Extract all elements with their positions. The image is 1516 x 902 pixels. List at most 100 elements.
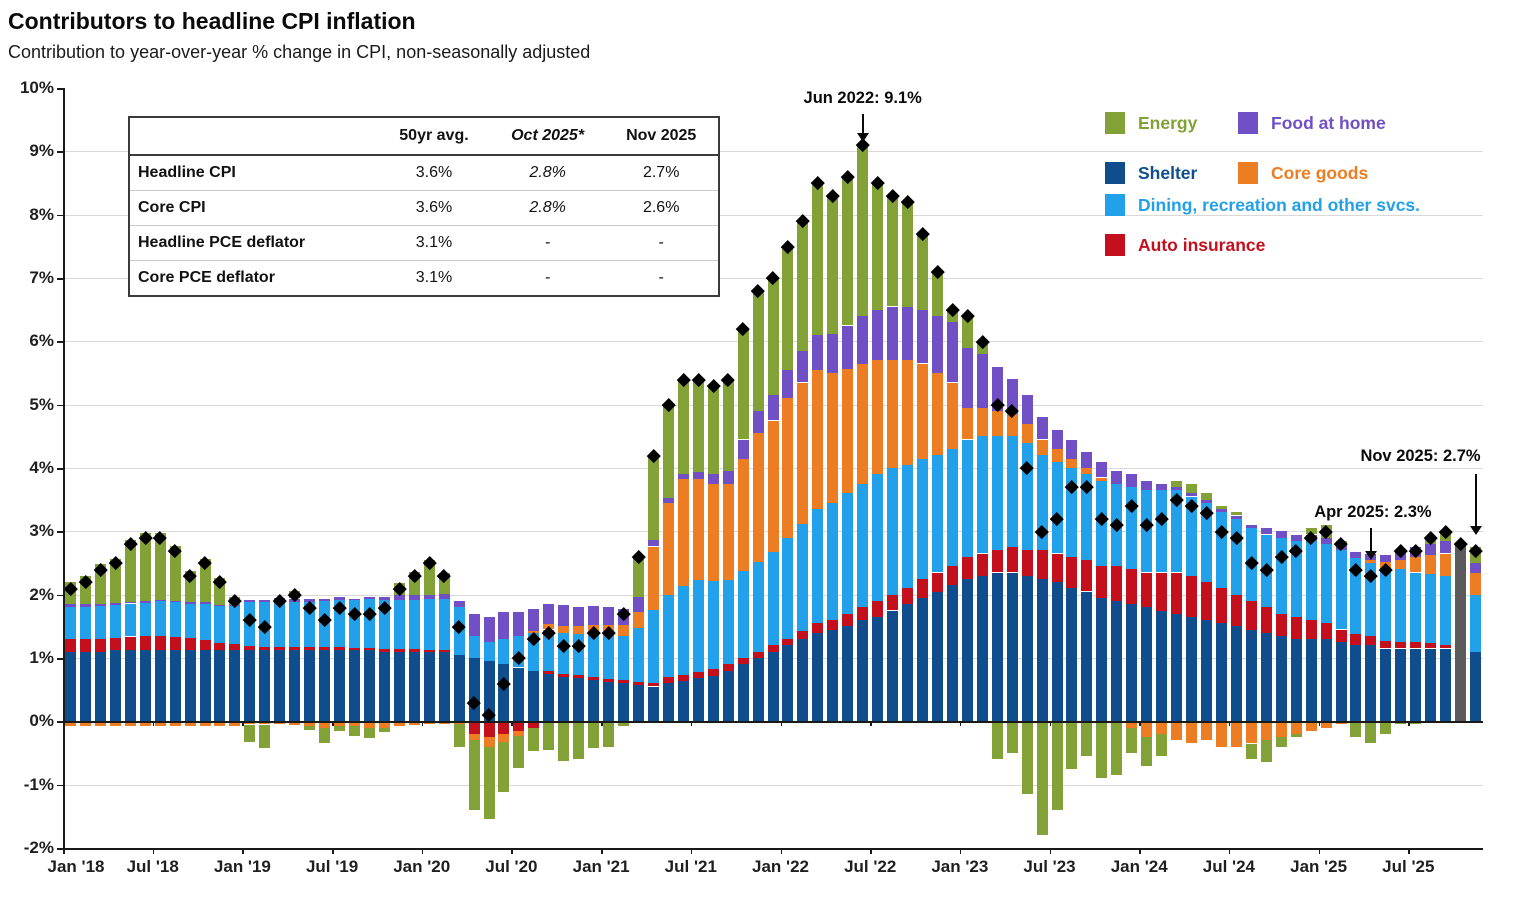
bar-segment-shelter <box>707 675 719 722</box>
bar-segment-core-goods <box>737 458 749 571</box>
bar-segment-dining-recreation-and-other-svcs- <box>304 601 316 648</box>
bar-segment-auto-insurance <box>109 637 121 651</box>
bar-segment-shelter <box>483 661 495 722</box>
bar-segment-food-at-home <box>797 350 809 383</box>
bar-segment-energy <box>453 723 465 747</box>
bar-segment-energy <box>154 533 166 600</box>
zero-line <box>63 721 1483 724</box>
bar-segment-core-goods <box>1051 449 1063 462</box>
y-tick-mark <box>57 278 63 280</box>
bar-segment-energy <box>304 726 316 731</box>
bar-segment-shelter <box>274 650 286 722</box>
table-row-label: Core CPI <box>138 199 206 216</box>
bar-segment-auto-insurance <box>827 620 839 630</box>
bar-segment-dining-recreation-and-other-svcs- <box>154 601 166 636</box>
bar-segment-dining-recreation-and-other-svcs- <box>468 635 480 658</box>
zero-tick-mark <box>690 721 693 727</box>
bar-segment-auto-insurance <box>737 658 749 665</box>
bar-segment-food-at-home <box>438 594 450 600</box>
bar-segment-dining-recreation-and-other-svcs- <box>961 439 973 557</box>
bar-segment-core-goods <box>1006 414 1018 437</box>
bar-segment-food-at-home <box>827 333 839 373</box>
bar-segment-dining-recreation-and-other-svcs- <box>423 599 435 650</box>
bar-segment-auto-insurance <box>289 647 301 651</box>
table-cell: 2.7% <box>642 164 680 181</box>
bar-segment-auto-insurance <box>1395 642 1407 649</box>
bar-segment-auto-insurance <box>662 677 674 684</box>
bar-segment-energy <box>1365 721 1377 744</box>
bar-segment-shelter <box>1305 639 1317 722</box>
bar-segment-shelter <box>1290 639 1302 722</box>
y-axis-label: 3% <box>29 521 54 541</box>
bar-segment-auto-insurance <box>528 721 540 728</box>
table-cell: 2.8% <box>529 164 566 181</box>
bar-segment-auto-insurance <box>1171 572 1183 614</box>
bar-segment-food-at-home <box>214 604 226 607</box>
bar-segment-food-at-home <box>393 595 405 600</box>
bar-segment-food-at-home <box>707 474 719 484</box>
bar-segment-shelter <box>917 597 928 722</box>
bar-segment-energy <box>827 195 839 334</box>
table-cell: - <box>658 234 664 251</box>
bar-segment-energy <box>363 727 375 738</box>
table-row-label: Headline CPI <box>138 164 236 181</box>
legend-item-energy: Energy <box>1105 112 1197 134</box>
annotation-arrow-line <box>1369 528 1372 551</box>
bar-segment-auto-insurance <box>214 642 226 651</box>
bar-segment-core-goods <box>169 721 181 726</box>
bar-segment-auto-insurance <box>902 588 913 605</box>
bar-segment-core-goods <box>677 478 689 587</box>
x-axis-label: Jan '23 <box>931 857 989 876</box>
bar-segment-core-goods <box>363 721 375 728</box>
y-tick-mark <box>57 214 63 217</box>
bar-segment-core-goods <box>334 721 345 727</box>
bar-segment-auto-insurance <box>393 649 405 652</box>
page-subtitle: Contribution to year-over-year % change … <box>8 42 591 62</box>
legend-label: Energy <box>1138 112 1198 133</box>
bar-segment-energy <box>677 379 689 474</box>
zero-tick-mark <box>511 721 513 727</box>
bar-segment-auto-insurance <box>917 578 928 598</box>
bar-segment-auto-insurance <box>991 550 1003 573</box>
bar-segment-shelter <box>1425 648 1437 722</box>
bar-segment-auto-insurance <box>1006 547 1018 573</box>
bar-segment-energy <box>1006 721 1018 753</box>
bar-segment-auto-insurance <box>782 639 794 646</box>
bar-segment-auto-insurance <box>931 572 943 592</box>
bar-segment-food-at-home <box>1320 537 1332 544</box>
x-tick-mark <box>780 848 782 854</box>
bar-segment-core-goods <box>393 721 405 727</box>
bar-segment-shelter <box>1186 616 1197 722</box>
x-tick-mark <box>959 848 962 854</box>
bar-segment-shelter <box>662 683 674 722</box>
bar-segment-auto-insurance <box>812 623 824 633</box>
y-axis-label: 6% <box>29 331 54 351</box>
bar-segment-energy <box>1036 721 1048 836</box>
bar-segment-shelter <box>1171 613 1183 722</box>
bar-segment-shelter <box>842 626 854 722</box>
bar-segment-food-at-home <box>483 616 495 643</box>
bar-segment-auto-insurance <box>274 646 286 651</box>
y-axis-label: 5% <box>29 394 54 414</box>
bar-segment-food-at-home <box>319 598 331 601</box>
bar-segment-energy <box>797 221 809 351</box>
bar-segment-food-at-home <box>1245 525 1257 529</box>
bar-segment-dining-recreation-and-other-svcs- <box>1395 569 1407 643</box>
bar-segment-energy <box>573 721 585 760</box>
bar-segment-shelter <box>976 575 988 722</box>
bar-segment-dining-recreation-and-other-svcs- <box>498 639 510 665</box>
y-tick-mark <box>57 531 63 533</box>
bar-segment-energy <box>184 571 196 603</box>
bar-segment-food-at-home <box>902 306 913 361</box>
bar-segment-auto-insurance <box>752 651 764 658</box>
bar-segment-core-goods <box>887 360 899 468</box>
legend-swatch-icon <box>1105 194 1125 216</box>
bar-segment-core-goods <box>513 730 525 736</box>
bar-segment-core-goods <box>349 721 360 727</box>
bar-segment-dining-recreation-and-other-svcs- <box>1410 572 1422 643</box>
bar-segment-core-goods <box>917 363 928 459</box>
bar-segment-core-goods <box>1395 559 1407 570</box>
bar-segment-core-goods <box>1021 423 1033 443</box>
table-cell: - <box>658 269 664 286</box>
x-axis-label: Jan '19 <box>213 857 271 876</box>
